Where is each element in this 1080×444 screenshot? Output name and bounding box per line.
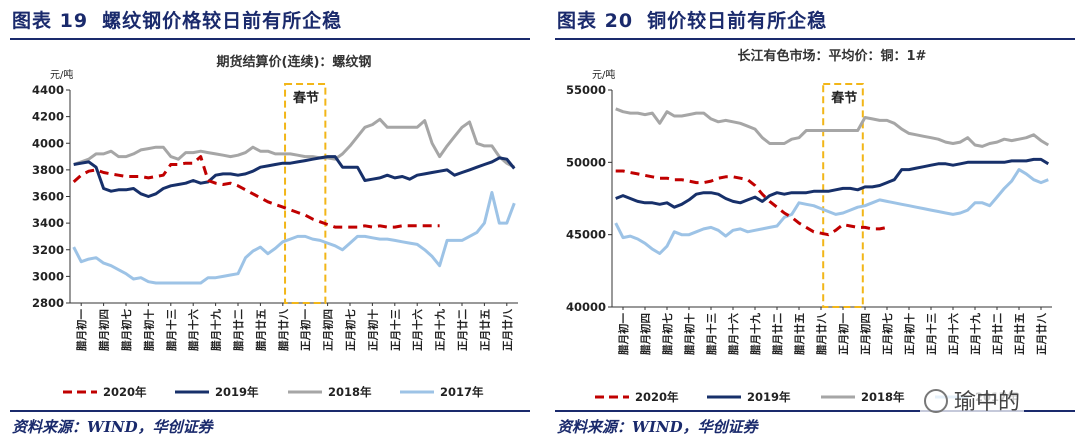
left-x-tick-label: 腊月十三 (165, 309, 178, 351)
left-y-tick-label: 4000 (32, 136, 64, 150)
left-legend-label-2019: 2019年 (215, 385, 259, 399)
left-source-note: 资料来源：WIND，华创证券 (12, 418, 213, 436)
left-x-tick-label: 腊月廿五 (254, 309, 267, 351)
right-x-tick-label: 腊月初七 (661, 313, 674, 355)
right-figure-title: 图表 20 铜价较日前有所企稳 (557, 6, 827, 33)
left-x-tick-label: 腊月初四 (98, 309, 111, 351)
right-x-tick-label: 腊月廿五 (793, 313, 806, 355)
right-y-tick-label: 50000 (566, 155, 606, 169)
left-y-tick-label: 2800 (32, 296, 64, 310)
watermark: 瑜中的 (920, 384, 1025, 416)
right-y-tick-label: 45000 (566, 228, 606, 242)
right-x-tick-label: 腊月十六 (727, 313, 740, 355)
right-series-2020-line (615, 169, 888, 237)
left-spring-festival-label: 春节 (292, 90, 319, 106)
left-y-tick-label: 4200 (32, 110, 64, 124)
left-x-tick-label: 正月十六 (411, 309, 424, 351)
right-x-tick-label: 正月初四 (859, 313, 872, 355)
right-chart: 长江有色市场：平均价：铜：1# 元/吨 40000 45000 50000 55000 腊月… (566, 48, 1052, 404)
left-unit-label: 元/吨 (50, 68, 73, 81)
right-figure-panel: 图表 20 铜价较日前有所企稳 长江有色市场：平均价：铜：1# 元/吨 40000 45… (545, 0, 1075, 444)
left-source-rule (10, 410, 530, 412)
left-y-tick-label: 4400 (32, 83, 64, 97)
right-series-2019-line (615, 157, 1050, 209)
right-x-tick-label: 腊月初四 (639, 313, 652, 355)
wechat-icon (924, 389, 948, 413)
left-x-tick-label: 正月十九 (434, 309, 447, 351)
right-y-tick-label: 40000 (566, 300, 606, 314)
right-legend-label-2019: 2019年 (747, 390, 791, 404)
right-series-2017-line (614, 168, 1049, 255)
left-x-tick-label: 正月十三 (389, 309, 402, 351)
right-x-tick-label: 正月初一 (837, 313, 850, 355)
right-title-rule (555, 38, 1075, 40)
left-x-tick-label: 正月廿二 (456, 309, 469, 351)
left-x-tick-label: 腊月廿二 (232, 309, 245, 351)
right-chart-title: 长江有色市场：平均价：铜：1# (738, 48, 927, 64)
right-x-tick-label: 腊月廿八 (815, 313, 828, 355)
left-x-tick-label: 正月初四 (322, 309, 335, 351)
right-source-note: 资料来源：WIND，华创证券 (557, 418, 758, 436)
right-x-tick-label: 正月十三 (925, 313, 938, 355)
left-series-2020-line (72, 155, 440, 229)
right-spring-festival-box (822, 83, 864, 308)
left-series-2018-line (73, 117, 516, 169)
left-x-tick-label: 正月初七 (344, 309, 357, 351)
left-x-tick-label: 正月初一 (299, 309, 312, 351)
left-y-tick-label: 3800 (32, 163, 64, 177)
right-x-tick-label: 正月廿五 (1013, 313, 1026, 355)
left-title-rule (10, 38, 530, 40)
right-x-tick-label: 腊月十三 (705, 313, 718, 355)
right-spring-festival-label: 春节 (830, 90, 857, 106)
left-x-tick-label: 正月廿五 (478, 309, 491, 351)
right-x-tick-label: 正月十六 (947, 313, 960, 355)
left-y-tick-label: 3400 (32, 216, 64, 230)
right-figure-label: 图表 20 (557, 10, 634, 32)
right-x-tick-label: 正月十九 (969, 313, 982, 355)
left-legend-label-2018: 2018年 (328, 385, 372, 399)
left-x-tick-label: 腊月廿八 (277, 309, 290, 351)
right-y-tick-label: 55000 (566, 83, 606, 97)
right-x-tick-label: 正月初十 (903, 313, 916, 355)
left-series-2019-line (73, 155, 516, 198)
left-series-2017-line (72, 191, 516, 285)
left-legend-label-2020: 2020年 (103, 385, 147, 399)
left-spring-festival-box (284, 83, 327, 304)
left-chart-title: 期货结算价(连续)：螺纹钢 (217, 54, 372, 70)
right-x-tick-label: 正月廿八 (1035, 313, 1048, 355)
right-x-tick-label: 正月廿二 (991, 313, 1004, 355)
right-legend-label-2018: 2018年 (861, 390, 905, 404)
right-unit-label: 元/吨 (592, 68, 615, 81)
left-x-tick-label: 腊月初一 (75, 309, 88, 351)
left-x-tick-label: 腊月初七 (120, 309, 133, 351)
right-figure-heading: 铜价较日前有所企稳 (647, 10, 828, 32)
left-figure-label: 图表 19 (12, 10, 89, 32)
left-x-tick-label: 腊月初十 (142, 309, 155, 351)
right-x-tick-label: 正月初七 (881, 313, 894, 355)
right-x-tick-label: 腊月廿二 (771, 313, 784, 355)
left-figure-heading: 螺纹钢价格较日前有所企稳 (102, 10, 343, 32)
left-y-tick-label: 3000 (32, 269, 64, 283)
left-x-tick-label: 正月廿八 (501, 309, 514, 351)
right-x-tick-label: 腊月初一 (617, 313, 630, 355)
right-series-2018-line (615, 107, 1050, 148)
left-legend-label-2017: 2017年 (440, 385, 484, 399)
left-y-tick-label: 3600 (32, 190, 64, 204)
right-source-rule (555, 410, 1075, 412)
left-y-tick-label: 3200 (32, 243, 64, 257)
right-x-tick-label: 腊月初十 (683, 313, 696, 355)
left-figure-panel: 图表 19 螺纹钢价格较日前有所企稳 期货结算价(连续)：螺纹钢元/吨 2800 30… (0, 0, 530, 444)
right-legend-label-2020: 2020年 (635, 390, 679, 404)
watermark-text: 瑜中的 (954, 390, 1021, 415)
left-x-tick-label: 腊月十九 (210, 309, 223, 351)
right-x-tick-label: 腊月十九 (749, 313, 762, 355)
left-x-tick-label: 正月初十 (366, 309, 379, 351)
left-figure-title: 图表 19 螺纹钢价格较日前有所企稳 (12, 6, 342, 33)
left-x-tick-label: 腊月十六 (187, 309, 200, 351)
